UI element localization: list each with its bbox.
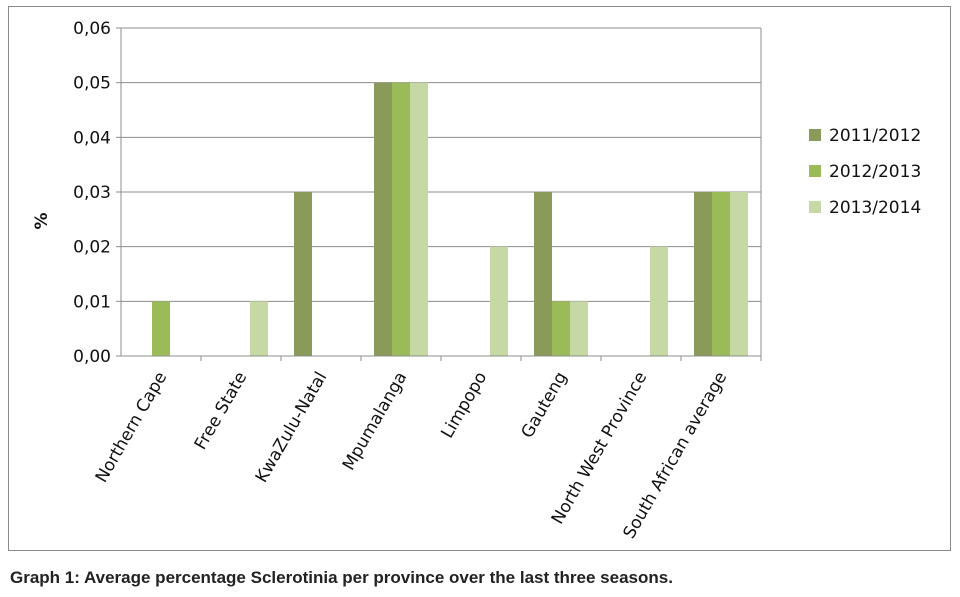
y-tick-label: 0,04: [73, 128, 111, 148]
figure-caption: Graph 1: Average percentage Sclerotinia …: [10, 568, 673, 587]
bar: [294, 192, 312, 356]
x-category-label: KwaZulu-Natal: [252, 369, 332, 487]
y-tick-label: 0,02: [73, 238, 111, 258]
x-category-label: Limpopo: [437, 369, 491, 442]
y-tick-label: 0,00: [73, 347, 111, 367]
legend: 2011/2012 2012/2013 2013/2014: [809, 126, 921, 218]
bar: [534, 192, 552, 356]
bar: [712, 192, 730, 356]
legend-label: 2013/2014: [829, 198, 921, 218]
x-category-label: Mpumalanga: [339, 369, 411, 475]
bar: [694, 192, 712, 356]
bar: [374, 82, 392, 357]
bar: [730, 192, 748, 356]
bar: [410, 82, 428, 357]
bars-layer: [152, 82, 748, 357]
x-category-label: Gauteng: [517, 369, 571, 442]
y-tick-label: 0,05: [73, 74, 111, 94]
legend-swatch: [809, 201, 821, 213]
legend-label: 2011/2012: [829, 126, 921, 146]
bar: [152, 301, 170, 356]
legend-swatch: [809, 165, 821, 177]
legend-label: 2012/2013: [829, 162, 921, 182]
bar: [650, 246, 668, 356]
y-axis-label: %: [32, 212, 52, 229]
bar: [570, 301, 588, 356]
y-tick-label: 0,06: [73, 19, 111, 39]
bar: [552, 301, 570, 356]
bar: [250, 301, 268, 356]
x-category-label: Northern Cape: [92, 369, 172, 487]
bar: [392, 82, 410, 357]
x-category-label: Free State: [191, 369, 252, 454]
bar: [490, 246, 508, 356]
grid-layer: [121, 27, 761, 357]
y-tick-label: 0,01: [73, 292, 111, 312]
chart-svg: 0,00 0,01 0,02 0,03 0,04 0,05 0,06 Northern Cap…: [32, 19, 921, 542]
chart-frame: 0,00 0,01 0,02 0,03 0,04 0,05 0,06 Northern Cap…: [8, 6, 951, 551]
y-tick-label: 0,03: [73, 183, 111, 203]
legend-swatch: [809, 129, 821, 141]
